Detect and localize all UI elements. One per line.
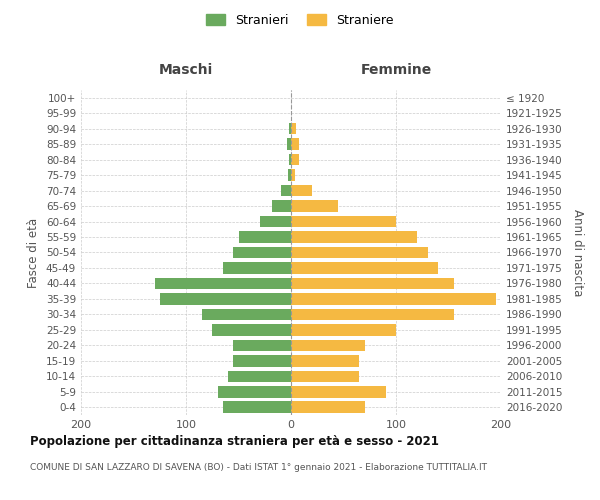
Bar: [291, 154, 299, 166]
Text: Popolazione per cittadinanza straniera per età e sesso - 2021: Popolazione per cittadinanza straniera p…: [30, 435, 439, 448]
Bar: [291, 123, 296, 134]
Bar: [291, 216, 396, 228]
Bar: [233, 340, 291, 351]
Bar: [154, 278, 291, 289]
Bar: [289, 123, 291, 134]
Bar: [288, 170, 291, 181]
Bar: [289, 154, 291, 166]
Bar: [260, 216, 291, 228]
Bar: [291, 231, 417, 243]
Bar: [287, 138, 291, 150]
Bar: [212, 324, 291, 336]
Text: COMUNE DI SAN LAZZARO DI SAVENA (BO) - Dati ISTAT 1° gennaio 2021 - Elaborazione: COMUNE DI SAN LAZZARO DI SAVENA (BO) - D…: [30, 462, 487, 471]
Bar: [291, 293, 496, 304]
Bar: [202, 308, 291, 320]
Bar: [291, 246, 427, 258]
Legend: Stranieri, Straniere: Stranieri, Straniere: [202, 8, 398, 32]
Bar: [291, 355, 359, 366]
Y-axis label: Anni di nascita: Anni di nascita: [571, 209, 584, 296]
Bar: [281, 185, 291, 196]
Bar: [291, 340, 365, 351]
Bar: [272, 200, 291, 212]
Text: Maschi: Maschi: [159, 63, 213, 77]
Bar: [291, 370, 359, 382]
Y-axis label: Fasce di età: Fasce di età: [28, 218, 40, 288]
Bar: [291, 402, 365, 413]
Bar: [291, 278, 454, 289]
Bar: [291, 138, 299, 150]
Bar: [291, 308, 454, 320]
Bar: [233, 355, 291, 366]
Bar: [291, 386, 386, 398]
Bar: [160, 293, 291, 304]
Bar: [291, 200, 338, 212]
Bar: [291, 262, 438, 274]
Bar: [291, 170, 295, 181]
Bar: [291, 324, 396, 336]
Bar: [233, 246, 291, 258]
Bar: [223, 402, 291, 413]
Bar: [223, 262, 291, 274]
Bar: [218, 386, 291, 398]
Bar: [228, 370, 291, 382]
Bar: [291, 185, 312, 196]
Bar: [239, 231, 291, 243]
Text: Femmine: Femmine: [361, 63, 431, 77]
